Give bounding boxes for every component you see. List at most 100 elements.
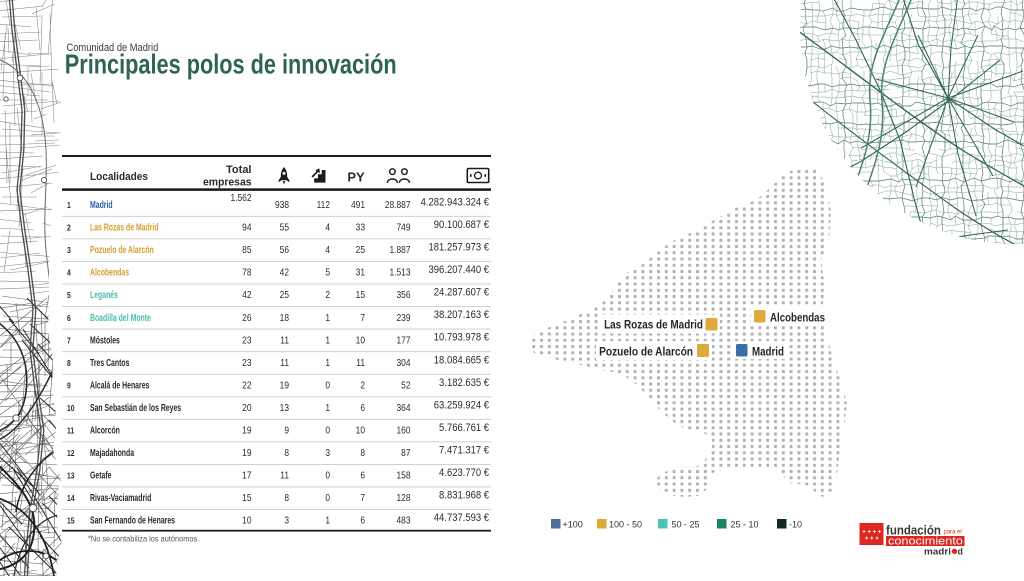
svg-text:3: 3 — [284, 515, 289, 526]
svg-text:3.182.635 €: 3.182.635 € — [439, 377, 489, 389]
svg-text:4: 4 — [67, 268, 71, 278]
svg-text:*No se contabiliza los autónom: *No se contabiliza los autónomos. — [88, 534, 199, 544]
svg-text:PY: PY — [347, 170, 365, 185]
svg-text:Alcalá de Henares: Alcalá de Henares — [90, 379, 150, 391]
svg-text:Majadahonda: Majadahonda — [90, 447, 134, 459]
svg-text:13: 13 — [67, 471, 75, 481]
svg-text:356: 356 — [397, 290, 411, 301]
svg-text:3: 3 — [67, 245, 71, 255]
svg-text:Principales polos de innovació: Principales polos de innovación — [65, 49, 397, 80]
svg-text:-10: -10 — [789, 520, 802, 530]
svg-text:Madrid: Madrid — [752, 346, 784, 359]
svg-text:304: 304 — [397, 357, 411, 368]
svg-text:6: 6 — [360, 515, 365, 526]
svg-text:2: 2 — [325, 290, 330, 301]
svg-text:1: 1 — [325, 335, 330, 346]
svg-text:1: 1 — [325, 515, 330, 526]
svg-text:4: 4 — [325, 222, 330, 233]
svg-text:8.831.968 €: 8.831.968 € — [439, 490, 489, 502]
svg-text:Total: Total — [226, 164, 251, 176]
svg-text:56: 56 — [280, 244, 289, 255]
svg-text:10.793.978 €: 10.793.978 € — [434, 332, 489, 344]
svg-text:13: 13 — [280, 402, 289, 413]
svg-text:7: 7 — [360, 312, 365, 323]
svg-text:18.084.665 €: 18.084.665 € — [434, 355, 489, 367]
svg-text:20: 20 — [242, 402, 251, 413]
svg-text:Las Rozas de Madrid: Las Rozas de Madrid — [90, 221, 159, 233]
svg-text:42: 42 — [242, 290, 251, 301]
svg-text:25 - 10: 25 - 10 — [731, 520, 759, 530]
svg-text:87: 87 — [401, 447, 410, 458]
svg-text:+100: +100 — [563, 520, 583, 530]
svg-text:483: 483 — [397, 515, 411, 526]
svg-text:6: 6 — [360, 402, 365, 413]
svg-text:1: 1 — [325, 357, 330, 368]
svg-text:938: 938 — [275, 199, 289, 210]
svg-text:Alcobendas: Alcobendas — [90, 266, 129, 278]
svg-text:15: 15 — [356, 290, 365, 301]
svg-text:Comunidad de Madrid: Comunidad de Madrid — [67, 42, 159, 54]
svg-text:San Fernando de Henares: San Fernando de Henares — [90, 514, 175, 526]
svg-text:1.513: 1.513 — [390, 267, 411, 278]
svg-text:239: 239 — [397, 312, 411, 323]
svg-text:14: 14 — [67, 493, 75, 503]
svg-text:4.623.770 €: 4.623.770 € — [439, 467, 489, 479]
svg-text:Móstoles: Móstoles — [90, 334, 120, 346]
svg-text:31: 31 — [356, 267, 365, 278]
svg-text:1.562: 1.562 — [231, 192, 252, 203]
svg-text:Tres Cantos: Tres Cantos — [90, 357, 130, 369]
svg-text:94: 94 — [242, 222, 251, 233]
svg-text:128: 128 — [397, 493, 411, 504]
svg-text:1: 1 — [67, 200, 71, 210]
svg-text:90.100.687 €: 90.100.687 € — [434, 219, 489, 231]
svg-text:Leganés: Leganés — [90, 289, 118, 301]
svg-text:1: 1 — [325, 312, 330, 323]
svg-text:Madrid: Madrid — [90, 199, 113, 211]
svg-text:78: 78 — [242, 267, 251, 278]
svg-text:conocimiento: conocimiento — [888, 534, 963, 547]
svg-text:6: 6 — [67, 313, 71, 323]
svg-text:18: 18 — [280, 312, 289, 323]
svg-text:491: 491 — [351, 199, 365, 210]
svg-text:15: 15 — [67, 516, 75, 526]
svg-text:fundación: fundación — [886, 523, 941, 538]
svg-text:23: 23 — [242, 335, 251, 346]
svg-text:25: 25 — [280, 290, 289, 301]
svg-text:15: 15 — [242, 493, 251, 504]
svg-text:181.257.973 €: 181.257.973 € — [429, 242, 490, 254]
svg-text:10: 10 — [356, 425, 365, 436]
svg-text:11: 11 — [280, 470, 289, 481]
svg-text:9: 9 — [284, 425, 289, 436]
svg-text:100 - 50: 100 - 50 — [609, 520, 642, 530]
svg-text:8: 8 — [67, 358, 71, 368]
svg-text:10: 10 — [356, 335, 365, 346]
svg-text:madri: madri — [924, 547, 951, 558]
svg-text:10: 10 — [67, 403, 75, 413]
svg-text:11: 11 — [280, 357, 289, 368]
svg-text:50 - 25: 50 - 25 — [672, 520, 700, 530]
svg-text:38.207.163 €: 38.207.163 € — [434, 310, 489, 322]
svg-text:85: 85 — [242, 244, 251, 255]
svg-text:26: 26 — [242, 312, 251, 323]
svg-text:19: 19 — [242, 425, 251, 436]
svg-text:33: 33 — [356, 222, 365, 233]
svg-text:63.259.924 €: 63.259.924 € — [434, 400, 489, 412]
svg-text:158: 158 — [397, 470, 411, 481]
svg-text:0: 0 — [325, 380, 330, 391]
svg-text:5: 5 — [325, 267, 330, 278]
svg-text:12: 12 — [67, 448, 75, 458]
svg-text:19: 19 — [242, 447, 251, 458]
svg-text:52: 52 — [401, 380, 410, 391]
svg-text:1.887: 1.887 — [390, 244, 411, 255]
svg-text:42: 42 — [280, 267, 289, 278]
svg-text:8: 8 — [360, 447, 365, 458]
svg-text:Pozuelo de Alarcón: Pozuelo de Alarcón — [90, 244, 154, 256]
svg-text:23: 23 — [242, 357, 251, 368]
svg-text:364: 364 — [397, 402, 411, 413]
svg-text:San Sebastián de los Reyes: San Sebastián de los Reyes — [90, 402, 181, 414]
svg-text:11: 11 — [280, 335, 289, 346]
svg-text:177: 177 — [397, 335, 411, 346]
svg-text:5: 5 — [67, 290, 71, 300]
svg-text:Alcorcón: Alcorcón — [90, 424, 120, 436]
svg-text:para el: para el — [944, 528, 962, 535]
